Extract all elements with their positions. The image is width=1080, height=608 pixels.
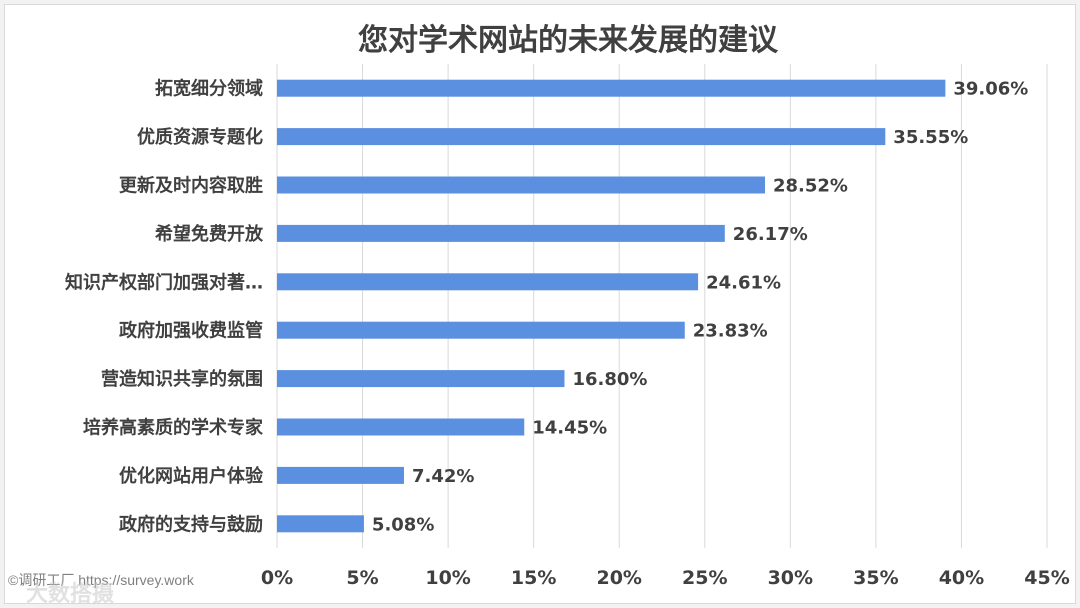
category-label: 优质资源专题化 xyxy=(137,126,263,148)
watermark: ©调研工厂 https://survey.work 大数搭摄 xyxy=(8,570,194,606)
x-tick-labels: 0% 5% 10% 15% 20% 25% 30% 35% 40% 45% xyxy=(261,567,1070,589)
x-tick-label: 25% xyxy=(682,567,727,589)
value-labels: 39.06% 35.55% 28.52% 26.17% 24.61% 23.83% 16.8… xyxy=(372,79,1028,536)
bar xyxy=(277,79,946,97)
category-label: 更新及时内容取胜 xyxy=(119,175,263,197)
x-tick-label: 20% xyxy=(596,567,641,589)
value-label: 5.08% xyxy=(372,514,434,535)
value-label: 7.42% xyxy=(412,466,474,487)
bar xyxy=(277,176,766,194)
category-label: 政府加强收费监管 xyxy=(119,320,263,342)
value-label: 35.55% xyxy=(893,127,968,148)
bars xyxy=(277,79,946,533)
chart-frame xyxy=(4,4,1076,604)
category-label: 知识产权部门加强对著… xyxy=(65,271,263,293)
bar xyxy=(277,224,725,242)
value-label: 39.06% xyxy=(953,79,1028,100)
x-tick-label: 5% xyxy=(346,567,378,589)
category-label: 优化网站用户体验 xyxy=(119,465,264,487)
category-label: 培养高素质的学术专家 xyxy=(83,417,264,439)
bar xyxy=(277,515,364,533)
value-label: 24.61% xyxy=(706,272,781,293)
bar xyxy=(277,466,404,484)
bar xyxy=(277,370,565,388)
x-tick-label: 30% xyxy=(768,567,813,589)
x-tick-label: 15% xyxy=(511,567,556,589)
x-tick-label: 35% xyxy=(853,567,898,589)
category-label: 营造知识共享的氛围 xyxy=(101,368,263,390)
x-tick-label: 0% xyxy=(261,567,293,589)
chart-title: 您对学术网站的未来发展的建议 xyxy=(358,23,779,58)
value-label: 28.52% xyxy=(773,176,848,197)
value-label: 16.80% xyxy=(572,369,647,390)
watermark-brand: 大数搭摄 xyxy=(26,581,115,606)
bar xyxy=(277,418,525,436)
category-label: 政府的支持与鼓励 xyxy=(119,513,263,535)
value-label: 23.83% xyxy=(693,321,768,342)
watermark-source: ©调研工厂 https://survey.work xyxy=(8,572,194,588)
bar xyxy=(277,273,699,291)
x-tick-label: 45% xyxy=(1024,567,1069,589)
x-tick-label: 40% xyxy=(939,567,984,589)
bar xyxy=(277,128,886,146)
category-label: 希望免费开放 xyxy=(155,223,264,245)
value-label: 26.17% xyxy=(733,224,808,245)
x-tick-label: 10% xyxy=(425,567,470,589)
bar xyxy=(277,321,685,339)
value-label: 14.45% xyxy=(532,418,607,439)
category-label: 拓宽细分领域 xyxy=(155,78,263,100)
